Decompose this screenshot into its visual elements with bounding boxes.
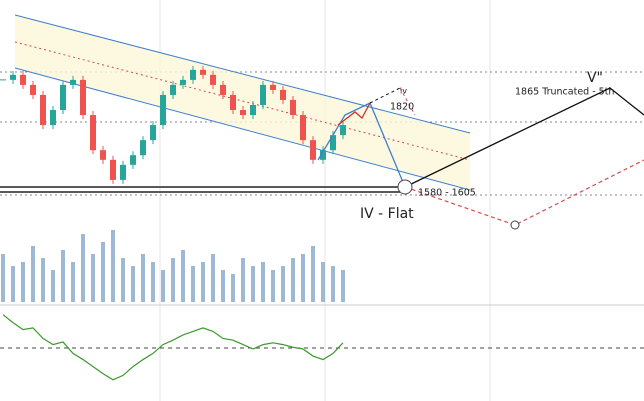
volume-bar <box>1 254 5 302</box>
volume-bar <box>71 262 75 302</box>
candle-body <box>10 74 16 80</box>
volume-bar <box>101 242 105 302</box>
candle-body <box>290 99 296 116</box>
candle-body <box>260 84 266 105</box>
candle-body <box>270 84 276 90</box>
volume-bar <box>261 262 265 302</box>
annotation: iv <box>400 87 407 96</box>
volume-bar <box>301 254 305 302</box>
volume-bar <box>331 266 335 302</box>
candle-body <box>300 115 306 141</box>
candle-body <box>200 69 206 75</box>
candle-body <box>320 150 326 160</box>
volume-bar <box>31 246 35 302</box>
candle-body <box>240 110 246 116</box>
channel <box>0 14 471 193</box>
volume-bar <box>181 250 185 302</box>
candle-body <box>60 84 66 111</box>
volume-bar <box>11 266 15 302</box>
plot <box>0 65 346 381</box>
volume-bar <box>191 266 195 302</box>
candle-body <box>160 94 166 126</box>
candle-body <box>100 150 106 160</box>
volume-bar <box>161 270 165 302</box>
volume-bar <box>61 250 65 302</box>
candle-body <box>280 89 286 100</box>
candle-body <box>80 79 86 116</box>
volume-bar <box>241 258 245 302</box>
volume-bar <box>141 254 145 302</box>
candle-body <box>70 79 76 85</box>
volume-bar <box>131 266 135 302</box>
annotation: 1865 Truncated - 5th <box>515 87 614 98</box>
projection <box>317 87 644 230</box>
volume-bar <box>291 258 295 302</box>
volume-bar <box>271 270 275 302</box>
volume-bar <box>171 258 175 302</box>
volume-bar <box>221 270 225 302</box>
candle-body <box>220 84 226 95</box>
volume-bar <box>201 262 205 302</box>
annotation: 1820 <box>390 102 414 113</box>
volume-bar <box>121 258 125 302</box>
candle-body <box>170 84 176 95</box>
volume-bar <box>81 234 85 302</box>
annotation: 1580 - 1605 <box>418 188 476 199</box>
candle-body <box>20 74 26 85</box>
volume-bar <box>111 230 115 302</box>
candle-body <box>250 104 256 116</box>
candle-body <box>210 74 216 85</box>
candle-body <box>190 69 196 80</box>
candle-body <box>110 159 116 180</box>
candle-body <box>30 84 36 95</box>
candle-body <box>130 155 136 165</box>
candle-body <box>310 140 316 160</box>
candle-body <box>340 125 346 136</box>
volume-bar <box>341 270 345 302</box>
annotation: IV - Flat <box>360 206 414 222</box>
volume-bar <box>231 274 235 302</box>
oscillator-line <box>2 314 344 381</box>
candle-body <box>50 110 56 126</box>
volume-bar <box>91 254 95 302</box>
volume-bar <box>41 258 45 302</box>
volume-bar <box>151 262 155 302</box>
volume-bar <box>251 266 255 302</box>
candle-body <box>40 94 46 126</box>
volume-bar <box>281 266 285 302</box>
candle-body <box>120 164 126 180</box>
candle-body <box>230 94 236 111</box>
volume-bar <box>321 262 325 302</box>
volume-bar <box>51 270 55 302</box>
candle-body <box>150 125 156 141</box>
annotation: V" <box>587 70 603 86</box>
candle-body <box>90 115 96 151</box>
candle-body <box>180 79 186 85</box>
volume-bar <box>311 246 315 302</box>
volume-bar <box>21 262 25 302</box>
candle-body <box>330 135 336 151</box>
candle-body <box>140 140 146 156</box>
volume-bar <box>211 254 215 302</box>
